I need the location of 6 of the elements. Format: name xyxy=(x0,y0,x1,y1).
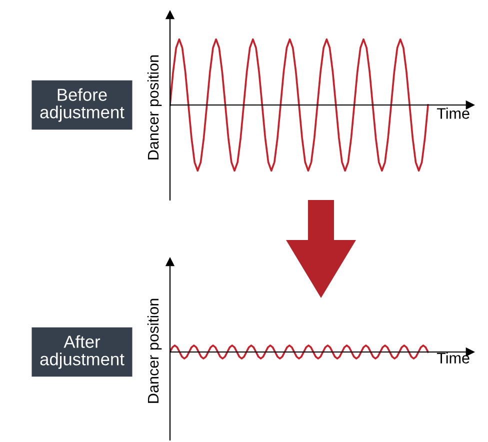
y-axis-title: Dancer position xyxy=(147,298,162,403)
y-axis-title: Dancer position xyxy=(147,55,162,160)
text: After adjustment xyxy=(40,335,124,369)
text: Before adjustment xyxy=(40,88,124,122)
x-axis-title: Time xyxy=(436,352,470,364)
x-axis-title: Time xyxy=(436,108,470,119)
